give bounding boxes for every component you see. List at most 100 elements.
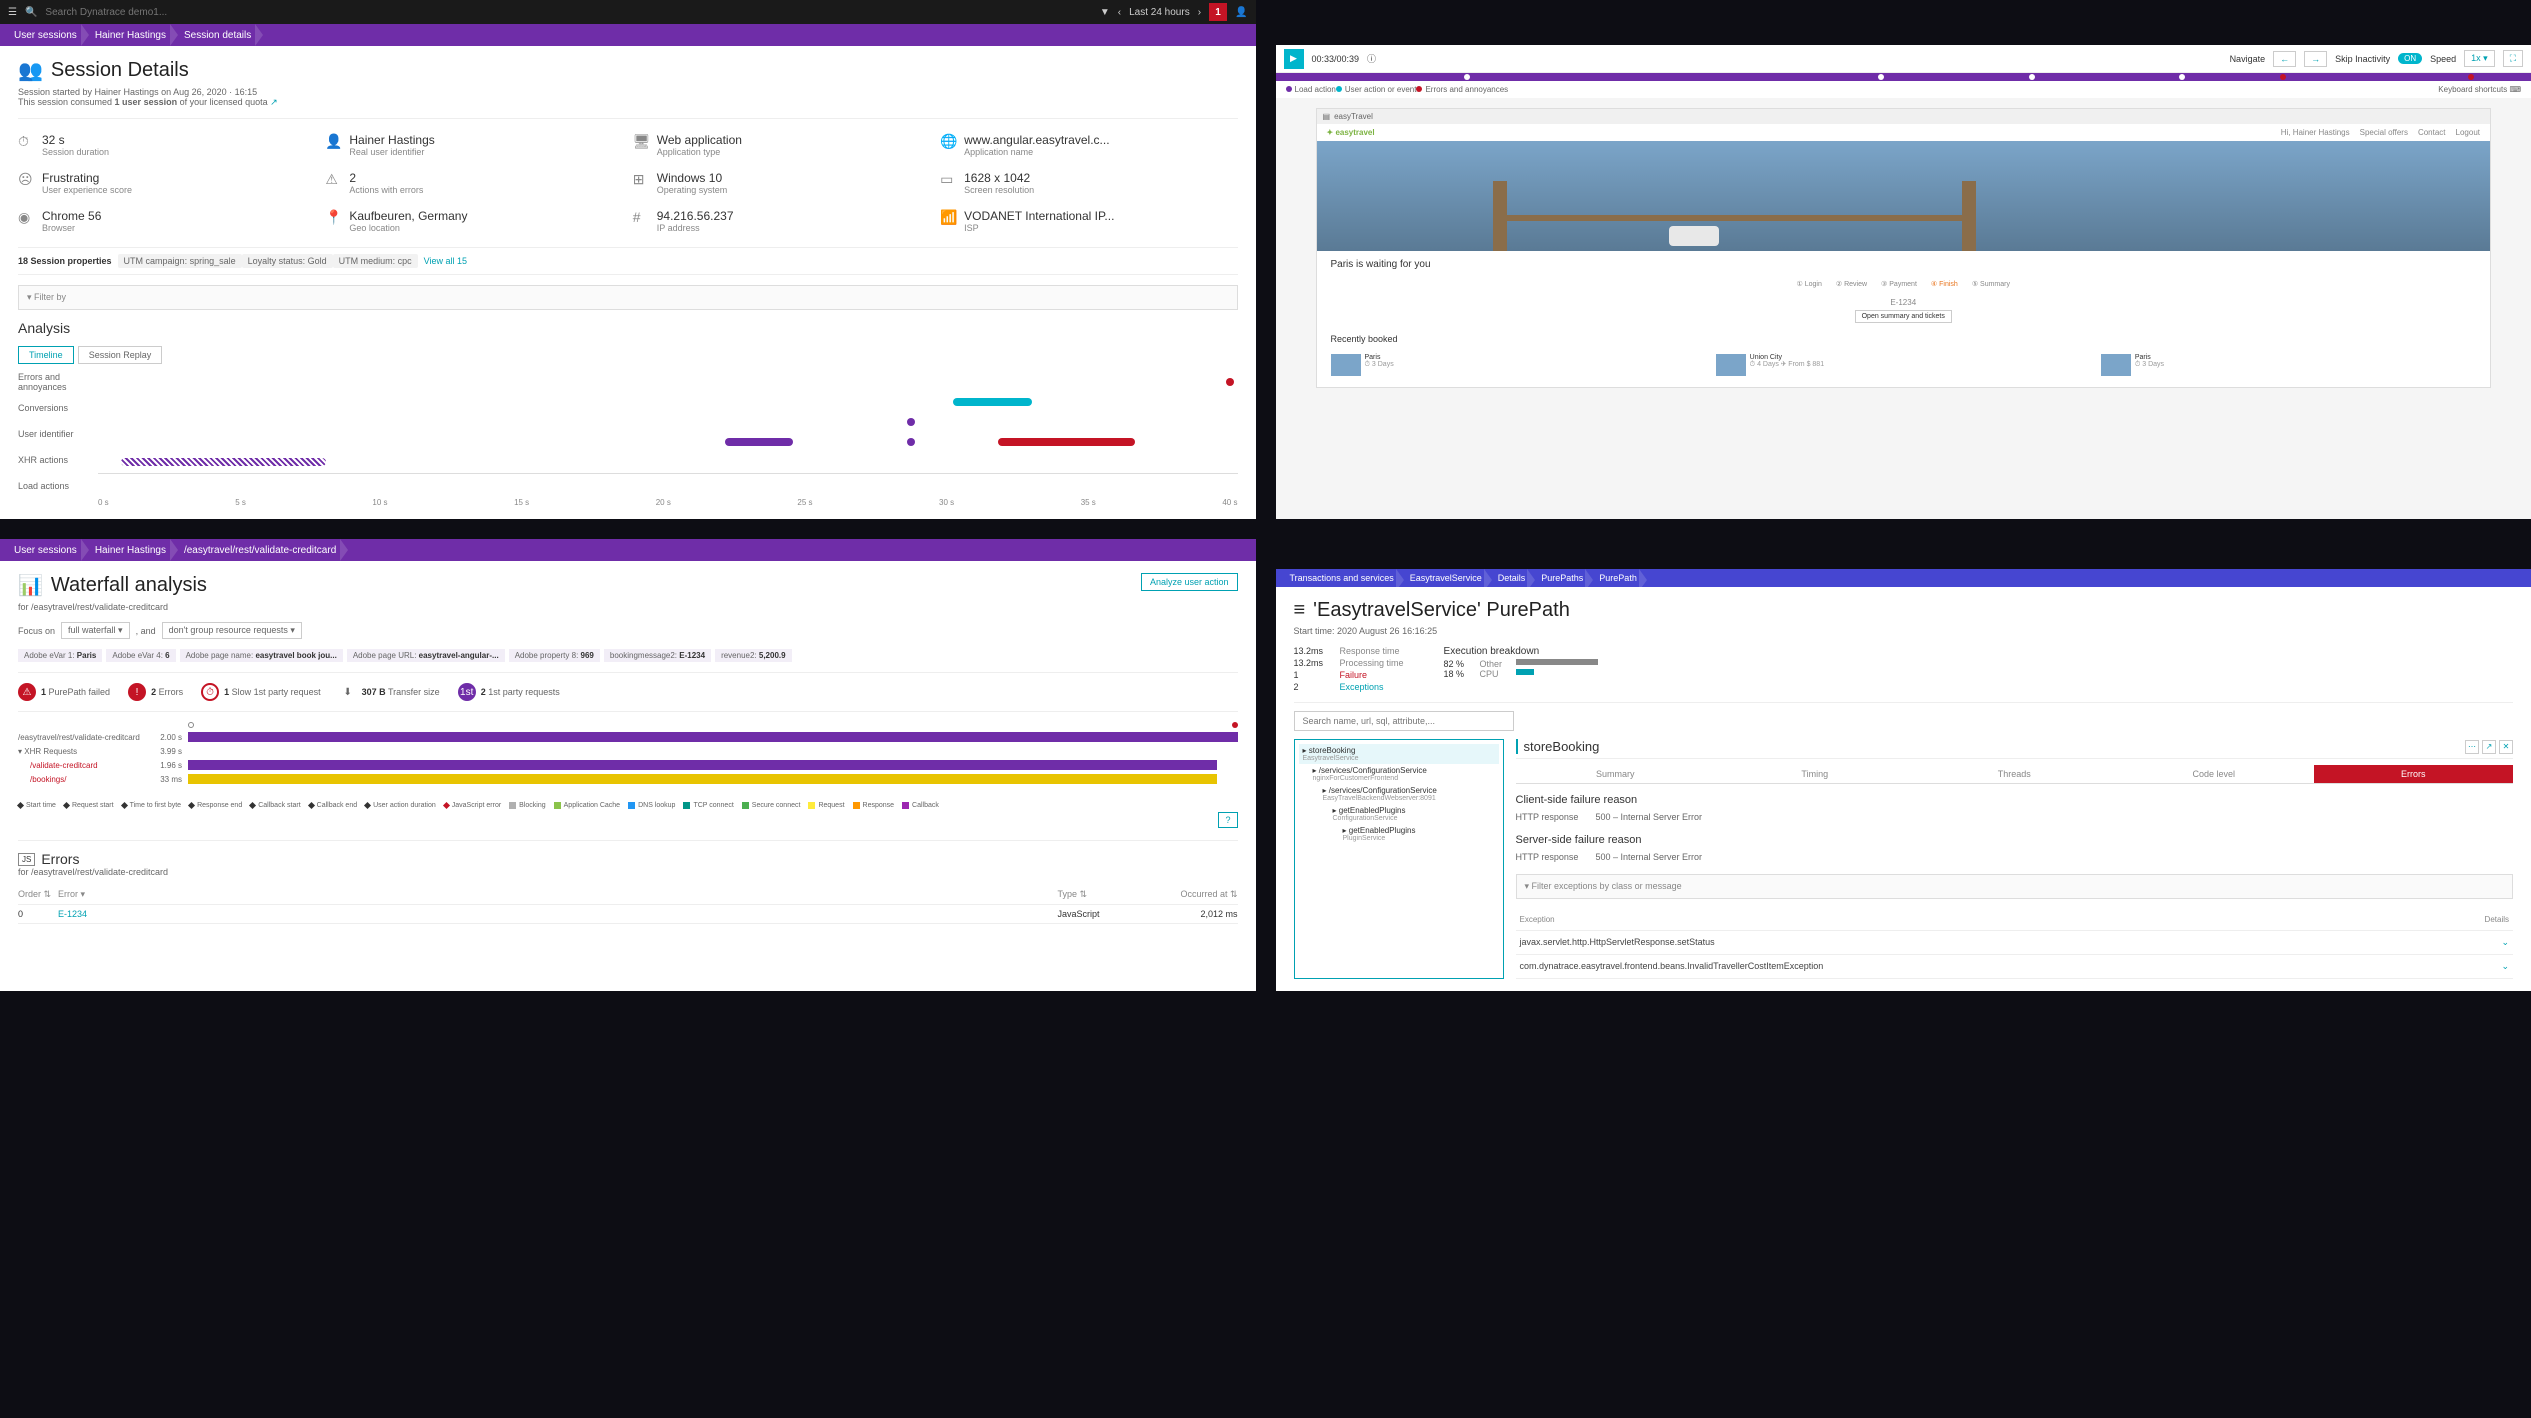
- exception-filter-input[interactable]: ▾ Filter exceptions by class or message: [1516, 874, 2514, 899]
- breadcrumb-item[interactable]: Hainer Hastings: [89, 24, 178, 46]
- recent-card[interactable]: Paris⏱ 3 Days: [1331, 354, 1706, 376]
- timeline-marker[interactable]: [2179, 74, 2185, 80]
- breadcrumb-item[interactable]: Hainer Hastings: [89, 539, 178, 561]
- analyze-user-action-button[interactable]: Analyze user action: [1141, 573, 1238, 591]
- wf-row[interactable]: ▾ XHR Requests3.99 s: [18, 744, 1238, 758]
- col-details[interactable]: Details: [2485, 915, 2509, 924]
- breadcrumb-item[interactable]: User sessions: [8, 24, 89, 46]
- skip-toggle[interactable]: ON: [2398, 53, 2422, 64]
- global-search-input[interactable]: [45, 7, 1091, 18]
- exception-row[interactable]: com.dynatrace.easytravel.frontend.beans.…: [1516, 955, 2514, 979]
- wf-tag[interactable]: revenue2: 5,200.9: [715, 649, 792, 662]
- metric-value[interactable]: www.angular.easytravel.c...: [964, 133, 1109, 147]
- quota-link[interactable]: ↗: [270, 97, 278, 107]
- wf-tag[interactable]: Adobe eVar 1: Paris: [18, 649, 102, 662]
- breadcrumb-item[interactable]: EasytravelService: [1404, 569, 1492, 587]
- breadcrumb-item[interactable]: Transactions and services: [1284, 569, 1404, 587]
- wf-tag[interactable]: Adobe property 8: 969: [509, 649, 600, 662]
- breadcrumb-item[interactable]: Session details: [178, 24, 263, 46]
- timeline-marker[interactable]: [1464, 74, 1470, 80]
- user-icon[interactable]: 👤: [1235, 7, 1247, 18]
- wf-row[interactable]: /validate-creditcard1.96 s: [18, 758, 1238, 772]
- site-nav-link[interactable]: Hi, Hainer Hastings: [2281, 128, 2350, 137]
- chart-item[interactable]: [907, 438, 915, 446]
- filter-icon[interactable]: ▼: [1100, 7, 1110, 18]
- recent-card[interactable]: Union City⏱ 4 Days ✈ From $ 881: [1716, 354, 2091, 376]
- tab-session-replay[interactable]: Session Replay: [78, 346, 163, 364]
- breadcrumb-item[interactable]: /easytravel/rest/validate-creditcard: [178, 539, 348, 561]
- search-icon[interactable]: 🔍: [25, 7, 37, 18]
- col-order[interactable]: Order ⇅: [18, 889, 58, 900]
- menu-icon[interactable]: ☰: [8, 7, 17, 18]
- chart-item[interactable]: [953, 398, 1033, 406]
- exception-row[interactable]: javax.servlet.http.HttpServletResponse.s…: [1516, 931, 2514, 955]
- wf-row[interactable]: /easytravel/rest/validate-creditcard2.00…: [18, 730, 1238, 744]
- timeline-marker[interactable]: [1878, 74, 1884, 80]
- close-icon[interactable]: ✕: [2499, 740, 2513, 754]
- site-nav-link[interactable]: Contact: [2418, 128, 2446, 137]
- wf-tag[interactable]: Adobe page URL: easytravel-angular-...: [347, 649, 505, 662]
- site-nav-link[interactable]: Special offers: [2360, 128, 2408, 137]
- prev-icon[interactable]: ‹: [1118, 7, 1121, 18]
- timeframe-label[interactable]: Last 24 hours: [1129, 7, 1190, 18]
- col-error[interactable]: Error ▾: [58, 889, 1058, 900]
- wf-row[interactable]: /bookings/33 ms: [18, 772, 1238, 786]
- purepath-search-input[interactable]: [1294, 711, 1514, 731]
- tree-node[interactable]: ▸ storeBookingEasytravelService: [1299, 744, 1499, 764]
- nav-next-button[interactable]: →: [2304, 51, 2327, 67]
- expand-icon[interactable]: ⌄: [2501, 961, 2509, 972]
- open-summary-button[interactable]: Open summary and tickets: [1855, 310, 1952, 323]
- tree-node[interactable]: ▸ getEnabledPluginsPluginService: [1299, 824, 1499, 844]
- info-icon[interactable]: ⓘ: [1367, 52, 1376, 65]
- fullscreen-button[interactable]: ⛶: [2503, 50, 2523, 67]
- next-icon[interactable]: ›: [1198, 7, 1201, 18]
- speed-select[interactable]: 1x ▾: [2464, 50, 2495, 67]
- session-tag[interactable]: UTM campaign: spring_sale: [118, 254, 242, 268]
- breadcrumb-item[interactable]: PurePaths: [1535, 569, 1593, 587]
- group-select[interactable]: don't group resource requests ▾: [162, 622, 302, 639]
- col-occurred[interactable]: Occurred at ⇅: [1158, 889, 1238, 900]
- filter-input[interactable]: ▾ Filter by: [18, 285, 1238, 310]
- help-button[interactable]: ?: [1218, 812, 1237, 828]
- detail-tab[interactable]: Timing: [1715, 765, 1915, 784]
- expand-icon[interactable]: ⌄: [2501, 937, 2509, 948]
- alert-badge[interactable]: 1: [1209, 3, 1227, 21]
- tree-node[interactable]: ▸ /services/ConfigurationServiceEasyTrav…: [1299, 784, 1499, 804]
- detail-tab[interactable]: Code level: [2114, 765, 2314, 784]
- tree-node[interactable]: ▸ /services/ConfigurationServicenginxFor…: [1299, 764, 1499, 784]
- nav-prev-button[interactable]: ←: [2273, 51, 2296, 67]
- detail-tab[interactable]: Errors: [2314, 765, 2514, 784]
- breadcrumb-item[interactable]: PurePath: [1593, 569, 1647, 587]
- focus-select[interactable]: full waterfall ▾: [61, 622, 130, 639]
- breadcrumb-item[interactable]: User sessions: [8, 539, 89, 561]
- detail-tab[interactable]: Summary: [1516, 765, 1716, 784]
- session-tag[interactable]: Loyalty status: Gold: [242, 254, 333, 268]
- more-icon[interactable]: ⋯: [2465, 740, 2479, 754]
- chart-item[interactable]: [998, 438, 1135, 446]
- play-button[interactable]: ▶: [1284, 49, 1304, 69]
- error-row[interactable]: 0 E-1234 JavaScript 2,012 ms: [18, 905, 1238, 924]
- view-all-link[interactable]: View all 15: [424, 256, 467, 266]
- open-icon[interactable]: ↗: [2482, 740, 2496, 754]
- tree-node[interactable]: ▸ getEnabledPluginsConfigurationService: [1299, 804, 1499, 824]
- chart-item[interactable]: [725, 438, 793, 446]
- timeline-marker[interactable]: [2280, 74, 2286, 80]
- site-nav-link[interactable]: Logout: [2456, 128, 2480, 137]
- recent-card[interactable]: Paris⏱ 3 Days: [2101, 354, 2476, 376]
- purepath-tree[interactable]: ▸ storeBookingEasytravelService▸ /servic…: [1294, 739, 1504, 979]
- timeline-marker[interactable]: [2468, 74, 2474, 80]
- col-type[interactable]: Type ⇅: [1058, 889, 1158, 900]
- replay-timeline[interactable]: [1276, 73, 2531, 81]
- wf-tag[interactable]: Adobe page name: easytravel book jou...: [180, 649, 343, 662]
- wf-tag[interactable]: Adobe eVar 4: 6: [106, 649, 175, 662]
- wf-tag[interactable]: bookingmessage2: E-1234: [604, 649, 711, 662]
- session-tag[interactable]: UTM medium: cpc: [333, 254, 418, 268]
- keyboard-shortcuts-link[interactable]: Keyboard shortcuts ⌨: [2438, 85, 2521, 94]
- detail-tab[interactable]: Threads: [1915, 765, 2115, 784]
- chart-item[interactable]: [1226, 378, 1234, 386]
- chart-item[interactable]: [907, 418, 915, 426]
- metric-value[interactable]: Hainer Hastings: [349, 133, 434, 147]
- col-exception[interactable]: Exception: [1520, 915, 1555, 924]
- tab-timeline[interactable]: Timeline: [18, 346, 74, 364]
- breadcrumb-item[interactable]: Details: [1492, 569, 1536, 587]
